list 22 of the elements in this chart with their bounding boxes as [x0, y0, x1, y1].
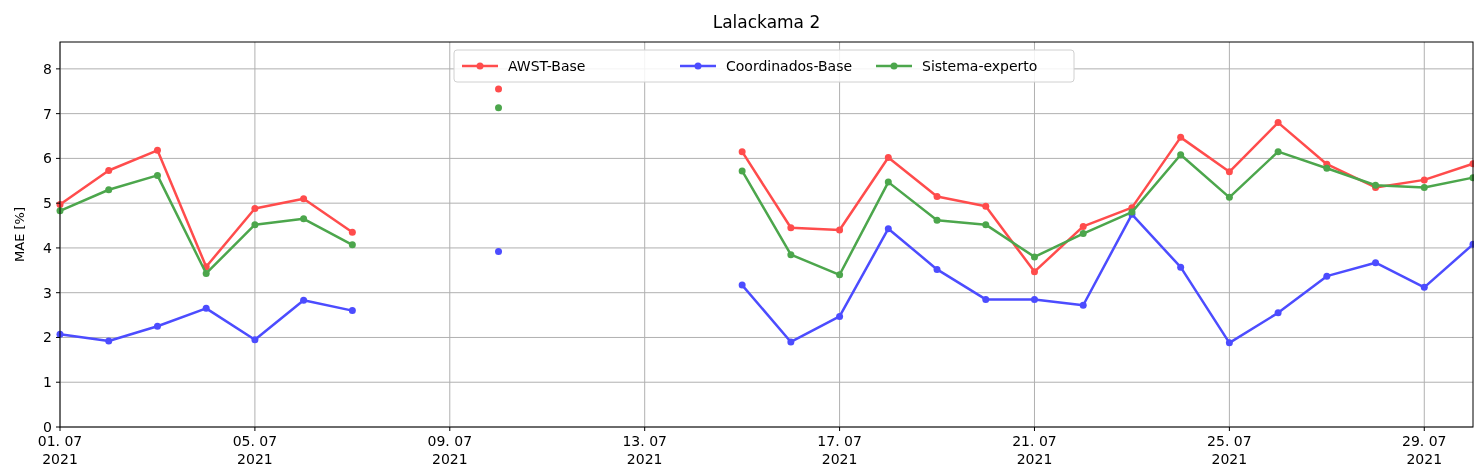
- y-tick-label: 5: [43, 195, 52, 212]
- y-tick-label: 4: [43, 239, 53, 256]
- x-tick-label: 01. 07 2021: [37, 433, 83, 467]
- x-tick-label: 25. 07 2021: [1207, 433, 1252, 467]
- x-tick-label: 21. 07 2021: [1012, 433, 1057, 467]
- x-tick-label: 29. 07 2021: [1402, 433, 1447, 467]
- y-tick-label: 8: [43, 60, 52, 77]
- legend-label: Sistema-experto: [922, 57, 1038, 74]
- y-tick-label: 2: [43, 329, 52, 346]
- y-tick-label: 1: [43, 374, 52, 391]
- chart-title: Lalackama 2: [712, 12, 821, 32]
- y-tick-label: 0: [43, 418, 52, 435]
- x-tick-label: 13. 07 2021: [622, 433, 667, 467]
- y-axis-title: MAE [%]: [12, 207, 27, 262]
- y-tick-label: 3: [43, 284, 52, 301]
- legend-label: AWST-Base: [508, 57, 586, 74]
- x-tick-label: 05. 07 2021: [232, 433, 278, 467]
- y-tick-label: 7: [43, 105, 52, 122]
- x-tick-label: 17. 07 2021: [817, 433, 862, 467]
- x-tick-label: 09. 07 2021: [427, 433, 473, 467]
- legend-label: Coordinados-Base: [726, 57, 853, 74]
- y-tick-label: 6: [43, 150, 53, 167]
